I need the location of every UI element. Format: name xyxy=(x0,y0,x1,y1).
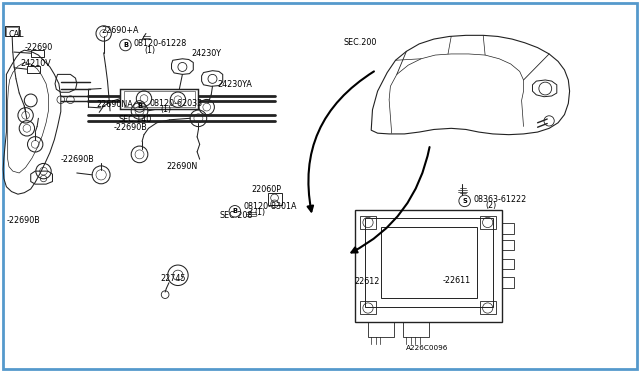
Bar xyxy=(502,240,514,250)
Text: SEC.200: SEC.200 xyxy=(343,38,376,47)
Text: 24230YA: 24230YA xyxy=(218,80,252,89)
Text: 22690NA: 22690NA xyxy=(96,100,132,109)
Bar xyxy=(27,66,40,73)
Text: -22690B: -22690B xyxy=(61,155,95,164)
Text: -22611: -22611 xyxy=(443,276,471,285)
Text: (1): (1) xyxy=(160,105,171,114)
Text: 08120-8301A: 08120-8301A xyxy=(243,202,297,211)
Bar xyxy=(124,91,195,107)
Text: CAL: CAL xyxy=(8,30,24,39)
Bar xyxy=(6,27,18,36)
Text: 22612: 22612 xyxy=(354,278,380,286)
Text: A226C0096: A226C0096 xyxy=(406,345,449,351)
Bar xyxy=(365,218,493,307)
Bar xyxy=(381,227,477,298)
Bar xyxy=(355,210,502,322)
Bar xyxy=(480,216,496,229)
Text: (1): (1) xyxy=(255,208,266,217)
Text: 08363-61222: 08363-61222 xyxy=(474,195,527,203)
Text: 22060P: 22060P xyxy=(251,185,281,194)
Text: 22690N: 22690N xyxy=(166,162,198,171)
Text: (2): (2) xyxy=(485,201,497,210)
Bar xyxy=(480,301,496,314)
Bar xyxy=(5,26,19,36)
Bar xyxy=(360,301,376,314)
Bar xyxy=(368,322,394,337)
Text: -22690B: -22690B xyxy=(6,216,40,225)
Text: 22690+A: 22690+A xyxy=(101,26,139,35)
Bar xyxy=(502,277,514,288)
Text: 24230Y: 24230Y xyxy=(191,49,221,58)
Text: (1): (1) xyxy=(144,46,155,55)
Text: B: B xyxy=(232,208,237,214)
Bar xyxy=(31,50,44,57)
Text: 24210V: 24210V xyxy=(20,60,51,68)
Text: -22690B: -22690B xyxy=(114,123,148,132)
Text: S: S xyxy=(462,198,467,204)
Bar xyxy=(268,193,282,205)
Bar xyxy=(502,223,514,234)
Text: SEC.140: SEC.140 xyxy=(118,115,152,124)
Text: 08120-61228: 08120-61228 xyxy=(134,39,187,48)
Bar xyxy=(120,89,198,109)
Text: 22745: 22745 xyxy=(160,274,186,283)
Bar xyxy=(502,259,514,269)
Text: -22690: -22690 xyxy=(24,43,52,52)
Text: B: B xyxy=(137,103,142,109)
Text: 08120-62033: 08120-62033 xyxy=(149,99,202,108)
Text: SEC.208: SEC.208 xyxy=(220,211,253,219)
Bar xyxy=(403,322,429,337)
Bar xyxy=(360,216,376,229)
Text: B: B xyxy=(123,42,128,48)
